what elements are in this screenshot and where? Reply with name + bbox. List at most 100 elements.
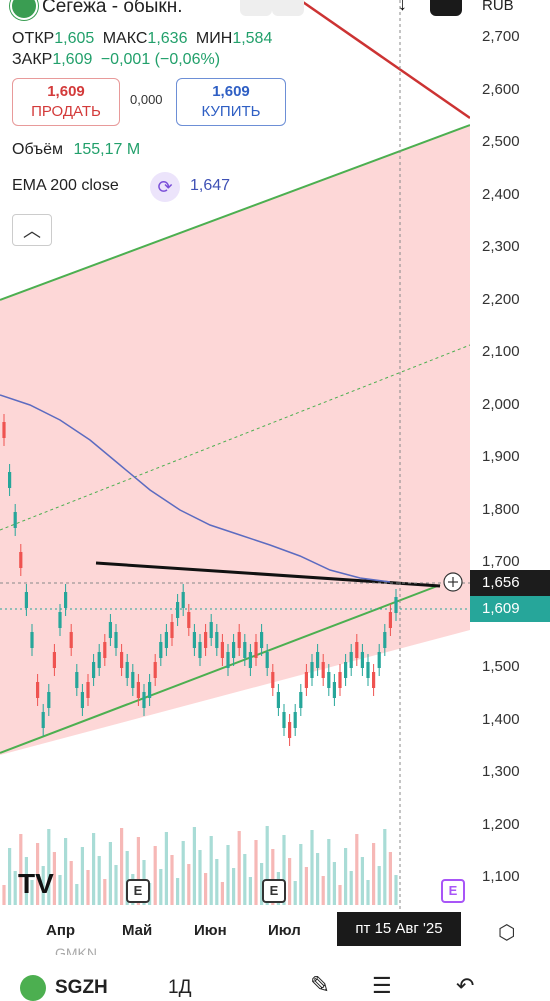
price-tick-label: 1,900	[482, 448, 520, 465]
volume-bar	[243, 854, 247, 905]
volume-bar	[36, 843, 40, 905]
settings-gear-icon[interactable]: ⬡	[498, 922, 516, 944]
last-price-tag: 1,609	[470, 596, 550, 622]
ema-200-line	[0, 394, 391, 583]
event-marker-e[interactable]: E	[262, 879, 286, 903]
price-tick-label: 2,100	[482, 343, 520, 360]
price-tick-label: 2,600	[482, 80, 520, 98]
volume-bar	[153, 846, 157, 905]
price-tick-label: 2,200	[482, 290, 520, 308]
arrow-down-icon[interactable]: ↓	[398, 0, 407, 14]
volume-bar	[265, 826, 269, 905]
sell-button[interactable]: 1,609 ПРОДАТЬ	[12, 78, 120, 126]
price-tick-label: 2,400	[482, 185, 520, 203]
collapse-button[interactable]: ︿	[12, 214, 52, 246]
volume-bar	[80, 847, 84, 905]
buy-price: 1,609	[212, 83, 250, 100]
undo-icon[interactable]: ↶	[456, 973, 475, 998]
volume-bar	[64, 838, 68, 905]
price-tick-label: 1,300	[482, 763, 520, 780]
crosshair-price-tag: 1,656	[470, 570, 550, 596]
time-label: Май	[122, 922, 153, 939]
volume-bar	[254, 840, 258, 905]
currency-label[interactable]: RUB	[482, 0, 514, 14]
price-tick-label: 1,800	[482, 500, 520, 518]
volume-bar	[58, 875, 62, 905]
sell-price: 1,609	[47, 83, 85, 100]
volume-bar	[215, 859, 219, 905]
volume-bar	[114, 865, 118, 905]
volume-bar	[181, 841, 185, 905]
ticker-symbol[interactable]: SGZH	[55, 977, 108, 998]
volume-bar	[220, 882, 224, 905]
event-marker-e[interactable]: E	[126, 879, 150, 903]
price-tick-label: 2,500	[482, 133, 520, 150]
volume-bar	[164, 832, 168, 905]
channel-upper-line	[0, 124, 470, 301]
bottom-toolbar: SGZH 1Д ✎ ☰ ↶	[0, 955, 550, 1001]
volume-bar	[321, 876, 325, 905]
refresh-icon[interactable]: ⟳	[150, 172, 180, 202]
volume-bar	[248, 877, 252, 905]
price-tick-label: 2,000	[482, 395, 520, 413]
price-axis	[470, 0, 550, 910]
volume-bar	[187, 864, 191, 905]
price-chart[interactable]	[0, 0, 470, 910]
volume-bar	[388, 852, 392, 905]
close-label: ЗАКР	[12, 51, 53, 68]
sell-label: ПРОДАТЬ	[31, 103, 101, 120]
volume-bar	[293, 881, 297, 905]
volume-bars	[2, 826, 398, 905]
low-label: МИН	[195, 30, 233, 47]
channel-lower-line	[0, 584, 441, 754]
sliders-icon[interactable]: ☰	[372, 973, 392, 998]
volume-bar	[24, 857, 28, 905]
time-label: Апр	[46, 922, 76, 939]
price-tick-label: 2,300	[482, 238, 520, 255]
volume-bar	[52, 852, 56, 905]
volume-bar	[41, 866, 45, 905]
volume-bar	[204, 873, 208, 905]
channel-mid-line	[0, 344, 470, 531]
volume-bar	[383, 829, 387, 905]
open-value: 1,605	[54, 30, 95, 47]
volume-bar	[226, 845, 230, 905]
interval-selector[interactable]: 1Д	[168, 977, 192, 998]
trend-line	[95, 561, 441, 588]
volume-bar	[13, 871, 17, 905]
volume-bar	[366, 880, 370, 905]
volume-bar	[372, 843, 376, 905]
spread-value: 0,000	[130, 92, 163, 107]
volume-bar	[332, 862, 336, 905]
volume-bar	[338, 885, 342, 905]
volume-bar	[159, 869, 163, 905]
volume-bar	[282, 835, 286, 905]
volume-bar	[360, 857, 364, 905]
volume-bar	[97, 856, 101, 905]
volume-bar	[86, 870, 90, 905]
volume-bar	[310, 830, 314, 905]
pattern-zone	[0, 125, 470, 755]
resistance-line	[299, 0, 470, 120]
candles	[2, 414, 398, 746]
fullscreen-icon[interactable]	[430, 0, 462, 16]
minimize-button[interactable]	[240, 0, 272, 16]
volume-bar	[19, 834, 23, 905]
volume-bar	[103, 879, 107, 905]
volume-bar	[355, 834, 359, 905]
pencil-icon[interactable]: ✎	[310, 972, 331, 999]
volume-bar	[237, 831, 241, 905]
volume-bar	[125, 851, 129, 905]
volume-bar	[349, 871, 353, 905]
volume-bar	[192, 827, 196, 905]
volume-bar	[2, 885, 6, 905]
buy-button[interactable]: 1,609 КУПИТЬ	[176, 78, 286, 126]
volume-bar	[170, 855, 174, 905]
time-label: Июл	[268, 922, 301, 939]
tradingview-logo: TV	[18, 868, 54, 899]
indicator-icon[interactable]	[272, 0, 304, 16]
event-marker-e[interactable]: E	[441, 879, 465, 903]
volume-bar	[120, 828, 124, 905]
high-value: 1,636	[147, 30, 188, 47]
instrument-title[interactable]: Сегежа - обыкн.	[42, 0, 183, 17]
